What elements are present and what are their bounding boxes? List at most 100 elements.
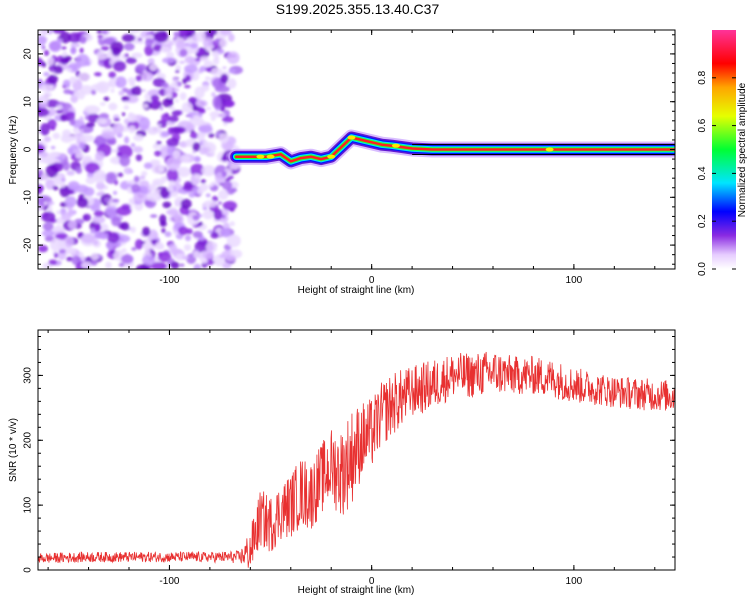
noise-blob [111,216,122,227]
noise-blob [135,154,143,162]
noise-blob [48,111,53,117]
bottom-y-ticks: 0 100 200 300 [23,335,675,573]
noise-blob [200,179,206,184]
noise-blob [137,40,145,45]
top-x-axis-label: Height of straight line (km) [298,285,415,296]
noise-blob [63,89,72,95]
noise-blob [116,234,131,243]
noise-blob [147,57,155,65]
noise-blob [61,46,67,50]
noise-blob [95,181,105,190]
noise-blob [178,30,189,36]
noise-blob [192,114,200,121]
noise-blob [128,125,136,134]
noise-blob [121,112,126,117]
noise-blob [192,142,201,152]
noise-blob [149,183,157,192]
noise-blob [130,226,136,233]
noise-blob [153,189,162,196]
noise-blob [40,84,54,92]
noise-blob [156,141,162,145]
noise-blob [229,208,235,212]
noise-blob [53,175,62,186]
noise-blob [171,110,182,117]
noise-blob [226,51,240,65]
noise-blob [38,143,46,153]
noise-blob [64,236,74,248]
noise-blob [172,213,181,222]
noise-blob [47,206,53,213]
colorbar-tick-label: 0.2 [697,214,708,228]
noise-blob [198,125,213,133]
noise-blob [60,177,66,182]
noise-blob [136,264,149,269]
noise-blob [60,134,74,143]
noise-blob [146,126,162,134]
noise-blob [85,162,100,174]
colorbar-tick-label: 0.0 [697,262,708,276]
noise-blob [197,132,205,142]
noise-blob [38,184,45,192]
noise-blob [179,263,185,267]
bottom-x-axis-label: Height of straight line (km) [298,585,415,596]
noise-blob [38,155,54,164]
noise-blob [172,77,179,82]
noise-blob [48,259,57,266]
noise-blob [150,214,158,218]
colorbar-label: Normalized spectral amplitude [737,82,748,217]
noise-blob [202,37,213,49]
noise-blob [162,57,176,64]
noise-blob [64,196,77,208]
noise-blob [203,60,214,68]
noise-blob [204,76,211,81]
noise-blob [150,94,160,102]
bottom-y-axis-label: SNR (10 * v/v) [8,418,19,482]
noise-blob [154,30,169,43]
colorbar: 0.0 0.2 0.4 0.6 0.8 Normalized spectral ampl… [697,30,748,276]
noise-blob [205,46,211,52]
signal-hotspot [545,147,554,152]
noise-blob [47,201,55,205]
noise-blob [150,99,159,106]
noise-blob [144,248,151,254]
signal-hotspot [391,143,400,148]
snr-panel: -100 0 100 0 100 200 300 Height of straight l… [8,329,676,596]
noise-blob [166,137,180,147]
noise-blob [78,142,86,150]
noise-blob [147,89,160,97]
noise-blob [160,46,171,53]
noise-blob [199,65,207,72]
top-y-tick-label: 0 [23,146,34,152]
noise-blob [180,198,192,210]
noise-blob [70,46,77,55]
noise-blob [45,164,59,178]
noise-blob [60,57,69,65]
noise-blob [85,176,96,185]
noise-blob [103,96,110,102]
noise-blob [214,38,220,44]
noise-blob [133,146,144,153]
noise-blob [166,156,181,171]
noise-blob [184,234,192,242]
noise-blob [73,90,80,97]
noise-blob [202,207,208,211]
noise-blob [43,71,50,77]
noise-blob [74,218,85,225]
noise-blob [125,57,137,64]
noise-blob [104,197,110,203]
noise-blob [228,68,236,74]
noise-blob [87,113,100,123]
noise-blob [66,111,76,118]
noise-blob [199,56,209,62]
noise-blob [90,259,98,266]
page-title: S199.2025.355.13.40.C37 [275,1,440,17]
signal-hotspot [266,154,275,159]
noise-blob [128,30,141,34]
noise-blob [39,151,49,158]
noise-blob [140,71,154,82]
noise-blob [135,65,145,73]
noise-blob [200,107,205,112]
noise-blob [105,205,118,217]
noise-blob [62,161,70,171]
noise-blob [150,261,167,269]
